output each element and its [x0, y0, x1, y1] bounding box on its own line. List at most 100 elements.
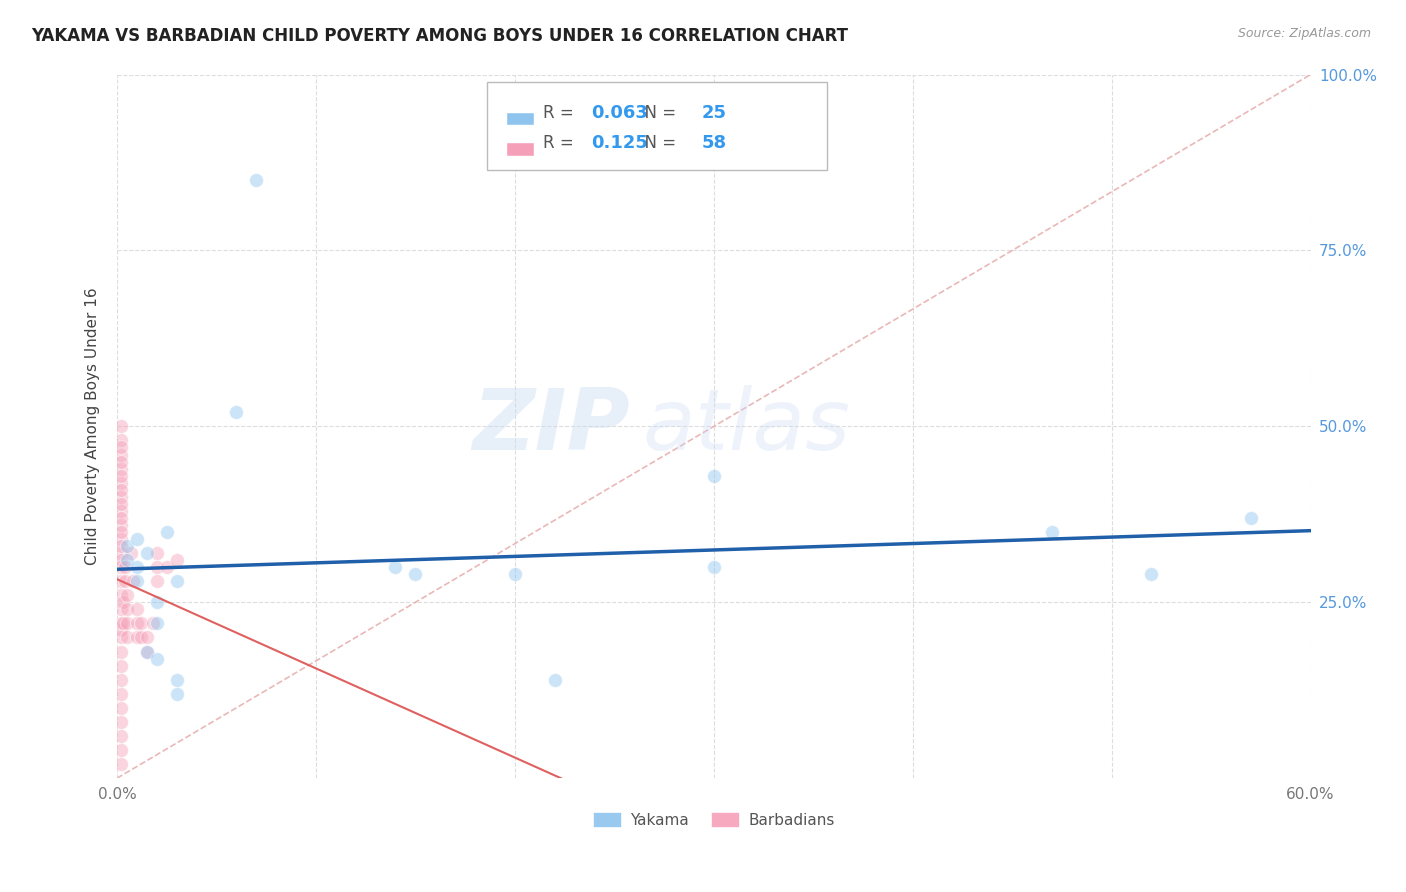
Text: R =: R =: [543, 103, 579, 121]
Point: [110, 504, 132, 518]
Point: [110, 490, 132, 504]
Point: [166, 553, 188, 567]
Point: [135, 631, 157, 645]
Point: [135, 644, 157, 658]
Point: [166, 673, 188, 687]
Point: [145, 560, 167, 574]
Point: [110, 497, 132, 511]
Point: [110, 560, 132, 574]
FancyBboxPatch shape: [508, 144, 533, 156]
Point: [115, 616, 138, 631]
Point: [115, 539, 138, 553]
Point: [110, 532, 132, 546]
Point: [245, 173, 267, 187]
Point: [110, 673, 132, 687]
Point: [110, 511, 132, 525]
Text: R =: R =: [543, 134, 579, 152]
Point: [110, 461, 132, 475]
Point: [145, 595, 167, 609]
Point: [166, 687, 188, 701]
Point: [120, 546, 142, 560]
Point: [110, 714, 132, 729]
Point: [110, 468, 132, 483]
Point: [145, 616, 167, 631]
Point: [110, 729, 132, 743]
Point: [110, 757, 132, 772]
Point: [125, 560, 148, 574]
Point: [110, 475, 132, 490]
Point: [110, 419, 132, 434]
Point: [703, 560, 725, 574]
Point: [156, 560, 179, 574]
Point: [110, 524, 132, 539]
Point: [110, 539, 132, 553]
Point: [114, 560, 136, 574]
Point: [110, 448, 132, 462]
Text: N =: N =: [634, 103, 681, 121]
Text: YAKAMA VS BARBADIAN CHILD POVERTY AMONG BOYS UNDER 16 CORRELATION CHART: YAKAMA VS BARBADIAN CHILD POVERTY AMONG …: [31, 27, 848, 45]
Point: [111, 616, 134, 631]
Text: 0.125: 0.125: [591, 134, 648, 152]
Point: [111, 595, 134, 609]
Point: [125, 602, 148, 616]
Point: [110, 483, 132, 497]
Point: [110, 441, 132, 455]
Point: [110, 588, 132, 602]
Point: [115, 631, 138, 645]
Point: [115, 602, 138, 616]
Point: [110, 602, 132, 616]
Text: Source: ZipAtlas.com: Source: ZipAtlas.com: [1237, 27, 1371, 40]
Point: [404, 567, 426, 582]
Legend: Yakama, Barbadians: Yakama, Barbadians: [586, 805, 841, 834]
Point: [110, 624, 132, 638]
Text: 25: 25: [702, 103, 727, 121]
Point: [110, 546, 132, 560]
Point: [129, 631, 152, 645]
Point: [1240, 511, 1263, 525]
Point: [145, 651, 167, 665]
Text: atlas: atlas: [643, 384, 851, 468]
Point: [110, 434, 132, 448]
Point: [125, 616, 148, 631]
Text: 0.063: 0.063: [591, 103, 648, 121]
Point: [225, 405, 247, 419]
Point: [110, 658, 132, 673]
Point: [110, 616, 132, 631]
Point: [110, 631, 132, 645]
Point: [110, 644, 132, 658]
Point: [110, 701, 132, 715]
Point: [703, 468, 725, 483]
Point: [125, 631, 148, 645]
Point: [114, 574, 136, 589]
Point: [142, 616, 165, 631]
Point: [115, 553, 138, 567]
Point: [110, 517, 132, 532]
FancyBboxPatch shape: [508, 112, 533, 125]
Point: [543, 673, 565, 687]
Point: [110, 454, 132, 468]
Point: [1140, 567, 1163, 582]
Point: [110, 553, 132, 567]
Point: [125, 574, 148, 589]
Point: [122, 574, 145, 589]
Point: [156, 524, 179, 539]
Point: [145, 546, 167, 560]
Point: [115, 588, 138, 602]
Y-axis label: Child Poverty Among Boys Under 16: Child Poverty Among Boys Under 16: [86, 287, 100, 566]
Text: ZIP: ZIP: [472, 384, 630, 468]
Point: [145, 574, 167, 589]
FancyBboxPatch shape: [486, 81, 827, 169]
Point: [110, 574, 132, 589]
Text: 58: 58: [702, 134, 727, 152]
Text: N =: N =: [634, 134, 681, 152]
Point: [110, 687, 132, 701]
Point: [1040, 524, 1063, 539]
Point: [503, 567, 526, 582]
Point: [166, 574, 188, 589]
Point: [129, 616, 152, 631]
Point: [135, 644, 157, 658]
Point: [135, 546, 157, 560]
Point: [384, 560, 406, 574]
Point: [110, 743, 132, 757]
Point: [125, 532, 148, 546]
